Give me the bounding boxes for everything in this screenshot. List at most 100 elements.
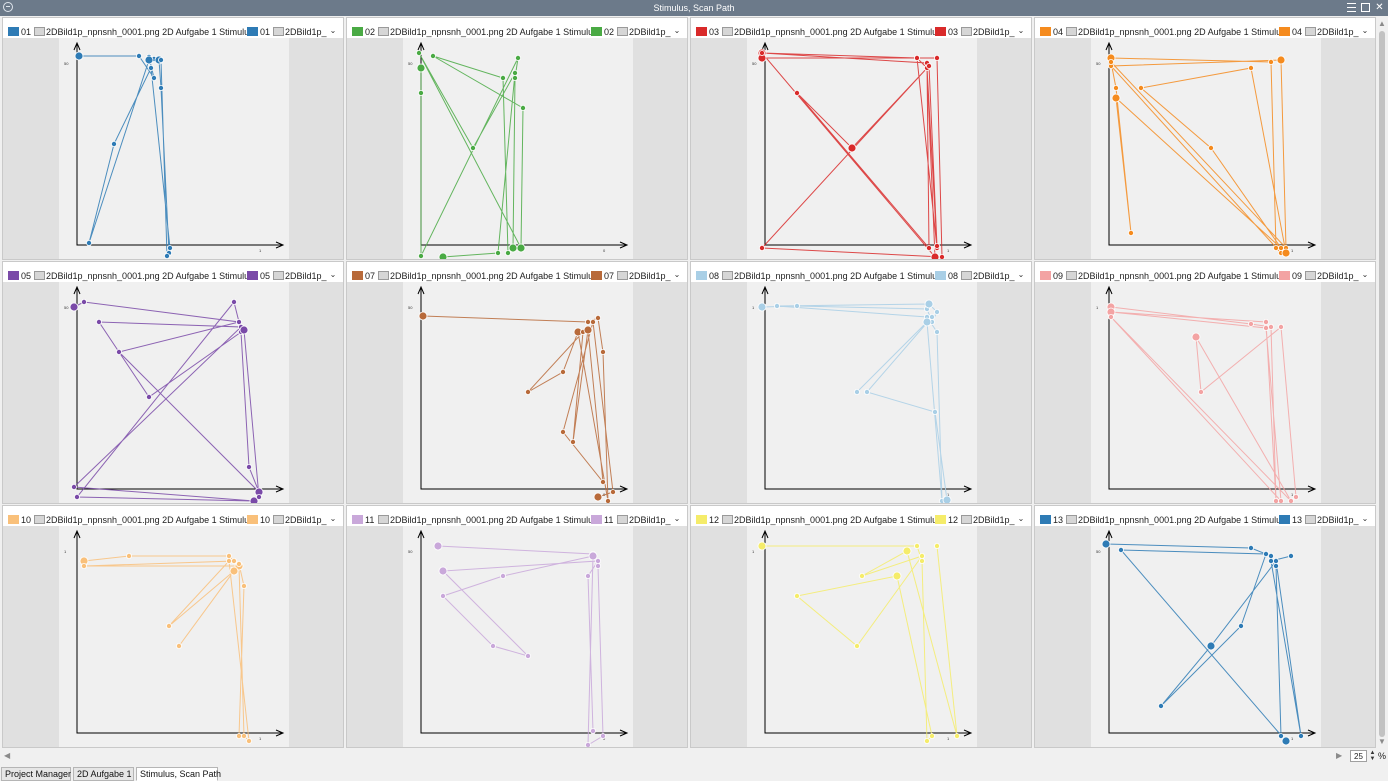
chevron-down-icon[interactable]: ⌄ [1017,270,1025,279]
chevron-down-icon[interactable]: ⌄ [329,26,337,35]
y-axis-arrow [417,41,425,51]
fixation-point [589,727,596,734]
chevron-down-icon[interactable]: ⌄ [1017,514,1025,523]
stimulus-checkbox[interactable] [273,271,284,280]
scan-path-plot[interactable]: 501 [59,38,289,260]
fixation-point [438,252,448,259]
stimulus-checkbox[interactable] [617,271,628,280]
horizontal-scrollbar[interactable]: ◀ ▶ [0,750,1346,762]
x-axis-tick-label: 1 [1291,248,1294,253]
stimulus-checkbox[interactable] [1066,27,1077,36]
participant-color-swatch [1040,271,1051,280]
chevron-down-icon[interactable]: ⌄ [1017,26,1025,35]
fixation-point [416,63,426,73]
stimulus-short-label: 2DBild1p_ [285,271,327,281]
fixation-point [933,542,940,549]
tab-stimulus-scan-path[interactable]: Stimulus, Scan Path [136,767,221,781]
fixation-point [136,52,143,59]
stimulus-checkbox[interactable] [378,271,389,280]
zoom-spinner[interactable]: ▲ ▼ [1369,750,1376,762]
axis-lines [420,288,627,490]
stimulus-checkbox[interactable] [378,27,389,36]
fixation-point [1277,732,1284,739]
chevron-down-icon[interactable]: ⌄ [1361,270,1369,279]
participant-color-swatch [1279,271,1290,280]
fixation-point [1101,539,1111,549]
chevron-down-icon[interactable]: ⌄ [329,270,337,279]
stimulus-short-label: 2DBild1p_ [629,271,671,281]
fixation-point [892,571,902,581]
fixation-point [585,742,591,747]
scan-path-plot[interactable]: 11 [59,526,289,748]
chevron-down-icon[interactable]: ⌄ [673,26,681,35]
fixation-point [245,463,252,470]
stimulus-checkbox[interactable] [722,271,733,280]
x-axis-tick-label: 1 [259,248,262,253]
stimulus-checkbox[interactable] [1305,27,1316,36]
scan-path-plot[interactable]: 501 [1091,38,1321,260]
stimulus-checkbox[interactable] [1305,515,1316,524]
fixation-point [928,314,935,321]
menu-icon[interactable] [1347,3,1356,12]
window-menu-icon[interactable] [3,2,13,12]
scan-path-plot[interactable]: 501 [747,38,977,260]
participant-color-swatch [247,27,258,36]
stimulus-checkbox[interactable] [722,515,733,524]
stimulus-checkbox[interactable] [34,271,45,280]
stimulus-checkbox[interactable] [378,515,389,524]
axis-lines [76,44,283,246]
tab-project-manager[interactable]: Project Manager [1,767,71,781]
fixation-point [229,566,239,576]
chevron-down-icon[interactable]: ⌄ [329,514,337,523]
scan-path-plot[interactable]: 500 [403,282,633,504]
close-icon[interactable]: ✕ [1375,2,1384,13]
stimulus-checkbox[interactable] [1066,271,1077,280]
axis-lines [1108,532,1315,734]
tab-2d-aufgabe-1[interactable]: 2D Aufgabe 1 [73,767,134,781]
stimulus-checkbox[interactable] [722,27,733,36]
stimulus-checkbox[interactable] [34,515,45,524]
fixation-point [918,558,925,565]
chevron-down-icon[interactable]: ⌄ [1361,514,1369,523]
arrow-down-icon[interactable]: ▼ [1378,737,1386,746]
stimulus-checkbox[interactable] [1066,515,1077,524]
x-axis-tick-label: 1 [1291,492,1294,497]
arrow-left-icon[interactable]: ◀ [4,751,11,760]
vertical-scroll-thumb[interactable] [1379,31,1385,737]
participant-color-swatch [1040,27,1051,36]
stimulus-checkbox[interactable] [273,515,284,524]
participant-color-swatch [696,27,707,36]
stimulus-checkbox[interactable] [617,515,628,524]
chevron-down-icon[interactable]: ⌄ [1361,26,1369,35]
arrow-up-icon[interactable]: ▲ [1378,19,1386,28]
zoom-input[interactable]: 25 [1350,750,1367,762]
stimulus-label: 2DBild1p_npnsnh_0001.png 2D Aufgabe 1 St… [46,515,254,525]
participant-color-swatch [352,515,363,524]
stimulus-checkbox[interactable] [961,271,972,280]
chevron-down-icon[interactable]: ⌄ [673,270,681,279]
scan-path-plot[interactable]: 500 [403,38,633,260]
fixation-point [1112,85,1119,92]
stimulus-checkbox[interactable] [961,27,972,36]
chevron-down-icon[interactable]: ⌄ [673,514,681,523]
scan-path-plot[interactable]: 501 [1091,526,1321,748]
scan-path-plot[interactable]: 11 [747,526,977,748]
y-axis-tick-label: 50 [408,549,413,554]
stimulus-checkbox[interactable] [617,27,628,36]
scan-path-plot[interactable]: 500 [403,526,633,748]
stimulus-checkbox[interactable] [34,27,45,36]
fixation-point [599,478,606,485]
stimulus-checkbox[interactable] [1305,271,1316,280]
fixation-point [1267,58,1274,65]
stimulus-checkbox[interactable] [961,515,972,524]
fixation-point [418,311,428,321]
arrow-right-icon[interactable]: ▶ [1336,751,1343,760]
restore-icon[interactable] [1361,3,1370,12]
scan-path-plot[interactable]: 501 [59,282,289,504]
participant-color-swatch [591,515,602,524]
x-axis-arrow [275,241,285,249]
scan-path-plot[interactable]: 11 [1091,282,1321,504]
stimulus-checkbox[interactable] [273,27,284,36]
scan-path-plot[interactable]: 11 [747,282,977,504]
vertical-scrollbar[interactable]: ▲ ▼ [1376,17,1388,749]
